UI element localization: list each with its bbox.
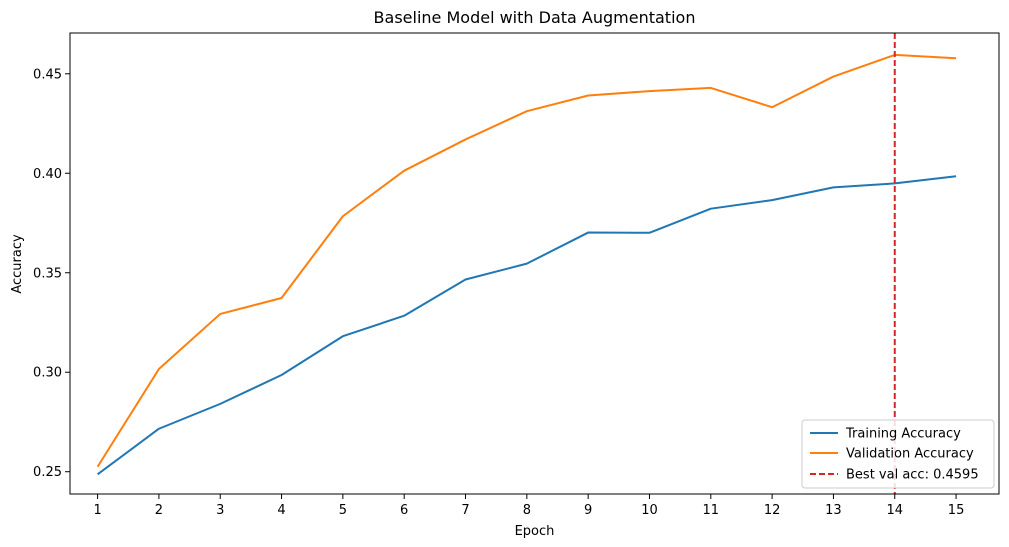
legend-label-validation: Validation Accuracy [846,447,974,462]
x-tick-label: 14 [886,503,903,518]
y-tick-label: 0.25 [33,465,62,480]
x-tick-label: 2 [155,503,163,518]
y-axis-label: Accuracy [10,234,25,294]
x-tick-label: 3 [216,503,224,518]
x-tick-label: 10 [641,503,658,518]
y-tick-label: 0.45 [33,67,62,82]
y-tick-label: 0.40 [33,167,62,182]
x-tick-label: 4 [277,503,285,518]
x-tick-label: 13 [825,503,842,518]
x-axis-label: Epoch [515,524,555,539]
legend: Training Accuracy Validation Accuracy Be… [801,419,995,489]
x-tick-label: 12 [764,503,781,518]
x-tick-label: 8 [523,503,531,518]
plot-area-frame [69,32,1000,495]
x-tick-label: 9 [584,503,592,518]
chart-marks [96,33,957,494]
y-axis: 0.25 0.30 0.35 0.40 0.45 [33,67,70,480]
x-tick-label: 1 [93,503,101,518]
x-tick-label: 5 [339,503,347,518]
series-line-validation [96,53,957,468]
x-tick-label: 6 [400,503,408,518]
y-tick-label: 0.30 [33,366,62,381]
legend-label-best-val: Best val acc: 0.4595 [846,468,979,483]
x-axis: 1 2 3 4 5 6 7 8 9 10 11 12 13 14 15 [93,494,964,518]
x-tick-label: 7 [461,503,469,518]
x-tick-label: 11 [703,503,720,518]
chart-title: Baseline Model with Data Augmentation [374,8,696,27]
legend-label-training: Training Accuracy [845,427,961,442]
series-line-training [96,175,957,476]
legend-box [801,419,995,489]
y-tick-label: 0.35 [33,266,62,281]
x-tick-label: 15 [948,503,965,518]
